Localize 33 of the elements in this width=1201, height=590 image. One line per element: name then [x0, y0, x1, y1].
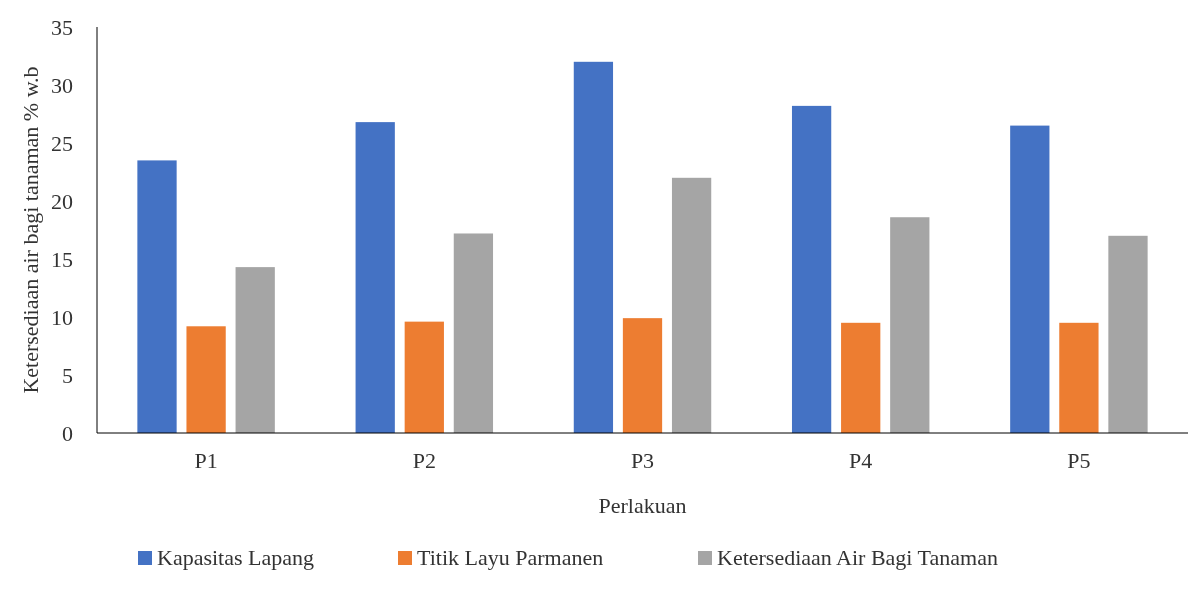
y-tick-label: 25 — [51, 130, 73, 156]
y-tick-label: 0 — [62, 420, 73, 446]
x-tick-label: P3 — [630, 448, 655, 473]
x-tick-label: P1 — [194, 448, 218, 473]
x-axis-title: Perlakuan — [598, 493, 687, 518]
bar — [137, 160, 177, 433]
bar — [1059, 322, 1099, 433]
x-tick-label: P5 — [1067, 448, 1091, 473]
y-tick-label: 5 — [62, 362, 73, 388]
legend-label: Titik Layu Parmanen — [417, 545, 604, 570]
bar — [622, 318, 663, 433]
y-tick-label: 20 — [51, 188, 73, 214]
bar — [890, 217, 930, 433]
bar — [404, 321, 444, 433]
bar — [1010, 125, 1050, 433]
bar — [235, 267, 275, 433]
y-tick-label: 30 — [51, 72, 73, 98]
bar — [573, 61, 614, 433]
y-tick-label: 10 — [51, 304, 73, 330]
bar — [671, 177, 712, 433]
bar — [355, 122, 395, 433]
bar — [841, 322, 881, 433]
x-tick-label: P2 — [412, 448, 436, 473]
legend-label: Ketersediaan Air Bagi Tanaman — [717, 545, 998, 570]
y-tick-label: 15 — [51, 246, 73, 272]
y-tick-label: 35 — [51, 14, 73, 40]
bar — [1108, 235, 1148, 433]
legend-label: Kapasitas Lapang — [157, 545, 314, 570]
x-tick-label: P4 — [849, 448, 873, 473]
bar — [791, 105, 832, 433]
y-axis-title: Ketersediaan air bagi tanaman % w.b — [18, 66, 43, 394]
bar — [453, 233, 494, 433]
bar — [186, 326, 226, 433]
